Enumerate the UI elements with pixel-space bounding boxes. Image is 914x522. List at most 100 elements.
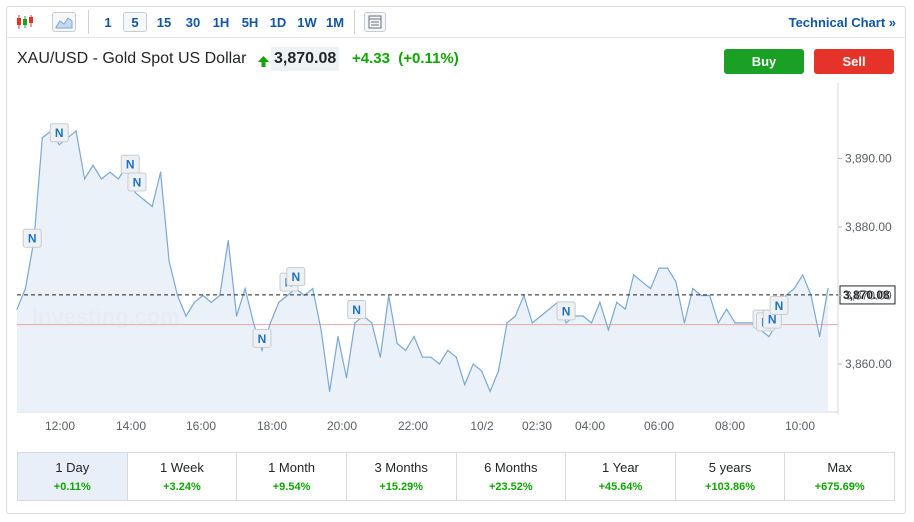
interval-30[interactable]: 30 [185, 14, 201, 30]
period-label: 1 Month [268, 460, 316, 475]
price-point [227, 240, 229, 242]
news-marker[interactable]: N [127, 172, 147, 192]
price-point [717, 322, 719, 324]
price-chart[interactable]: Investing.com 3,870.08 NNNNNNNNNNNNN 12:… [0, 0, 914, 445]
price-point [345, 377, 348, 379]
price-point [768, 336, 770, 338]
last-price: 3,870.08 [271, 47, 340, 71]
price-point [582, 315, 584, 317]
y-tick-label: 3,860.00 [845, 357, 892, 371]
price-point [16, 308, 18, 310]
technical-chart-link[interactable]: Technical Chart » [788, 15, 896, 30]
interval-1h[interactable]: 1H [212, 14, 230, 30]
x-tick-label: 14:00 [116, 419, 146, 433]
price-point [540, 315, 542, 317]
price-point [236, 315, 238, 317]
price-point [58, 144, 60, 146]
interval-1w[interactable]: 1W [297, 14, 317, 30]
period-label: 6 Months [484, 460, 538, 475]
price-point [354, 322, 356, 324]
news-marker[interactable]: N [120, 154, 140, 174]
price-point [312, 288, 314, 290]
price-point [421, 356, 424, 358]
price-point [785, 294, 787, 297]
candlestick-chart-icon[interactable] [14, 12, 36, 32]
period-tab[interactable]: 6 Months +23.52% [457, 453, 567, 500]
price-point [447, 349, 449, 351]
chart-toolbar: 1 5 15 30 1H 5H 1D 1W 1M Technical Chart… [6, 6, 906, 38]
period-tab[interactable]: 1 Year +45.64% [566, 453, 676, 500]
price-point [548, 308, 550, 310]
y-tick-label: 3,870.00 [845, 288, 892, 302]
price-point [92, 164, 94, 166]
price-point [328, 390, 331, 393]
price-point [751, 322, 753, 324]
price-point [616, 301, 618, 303]
svg-text:N: N [775, 299, 784, 313]
period-change: +0.11% [53, 481, 91, 493]
price-point [371, 322, 373, 324]
interval-1d[interactable]: 1D [269, 14, 287, 30]
svg-text:N: N [352, 303, 361, 317]
news-marker[interactable]: N [556, 301, 576, 321]
price-point [633, 274, 635, 276]
news-marker[interactable]: N [286, 267, 306, 287]
period-tab[interactable]: 3 Months +15.29% [347, 453, 457, 500]
period-tab[interactable]: 1 Month +9.54% [237, 453, 347, 500]
price-point [438, 363, 440, 365]
news-marker[interactable]: N [22, 228, 42, 248]
interval-5[interactable]: 5 [123, 12, 147, 32]
interval-5h[interactable]: 5H [241, 14, 259, 30]
price-point [24, 288, 27, 290]
price-point [531, 322, 533, 324]
buy-button[interactable]: Buy [724, 49, 804, 74]
period-change: +675.69% [814, 481, 865, 493]
x-tick-label: 02:30 [522, 419, 552, 433]
price-point [489, 390, 491, 393]
news-marker[interactable]: N [769, 295, 789, 315]
interval-1[interactable]: 1 [104, 14, 112, 30]
svg-text:N: N [133, 176, 142, 190]
period-label: 1 Day [55, 460, 90, 475]
news-marker[interactable]: N [49, 123, 69, 143]
indicators-icon[interactable] [364, 12, 386, 32]
price-point [827, 288, 829, 290]
price-point [379, 356, 381, 358]
period-tab[interactable]: 1 Week +3.24% [128, 453, 238, 500]
interval-15[interactable]: 15 [156, 14, 172, 30]
price-point [405, 349, 407, 351]
price-point [109, 171, 111, 173]
sell-button[interactable]: Sell [814, 49, 894, 74]
news-marker[interactable]: N [252, 328, 272, 348]
svg-text:N: N [768, 313, 777, 327]
period-label: 1 Year [602, 460, 639, 475]
x-tick-label: 08:00 [715, 419, 745, 433]
price-point [320, 329, 322, 331]
price-point [160, 171, 162, 173]
period-tab[interactable]: Max +675.69% [785, 453, 894, 500]
x-tick-label: 04:00 [575, 419, 605, 433]
price-point [41, 137, 43, 139]
news-marker[interactable]: N [347, 300, 367, 320]
period-tab[interactable]: 5 years +103.86% [676, 453, 786, 500]
price-area-fill [17, 131, 828, 412]
price-point [134, 192, 136, 194]
price-point [793, 288, 795, 290]
price-point [168, 260, 170, 262]
price-point [683, 322, 685, 324]
price-point [506, 322, 508, 324]
price-point [692, 288, 694, 290]
price-point [818, 336, 821, 338]
interval-1m[interactable]: 1M [325, 14, 345, 30]
svg-text:N: N [562, 304, 571, 318]
price-point [726, 308, 728, 310]
price-point [100, 178, 103, 180]
period-tab[interactable]: 1 Day +0.11% [18, 453, 128, 500]
period-change: +9.54% [272, 481, 311, 493]
area-chart-icon[interactable] [52, 12, 76, 32]
price-point [464, 383, 466, 386]
price-point [252, 322, 255, 324]
price-point [278, 301, 280, 303]
price-point [649, 288, 652, 290]
y-tick-label: 3,890.00 [845, 151, 892, 165]
